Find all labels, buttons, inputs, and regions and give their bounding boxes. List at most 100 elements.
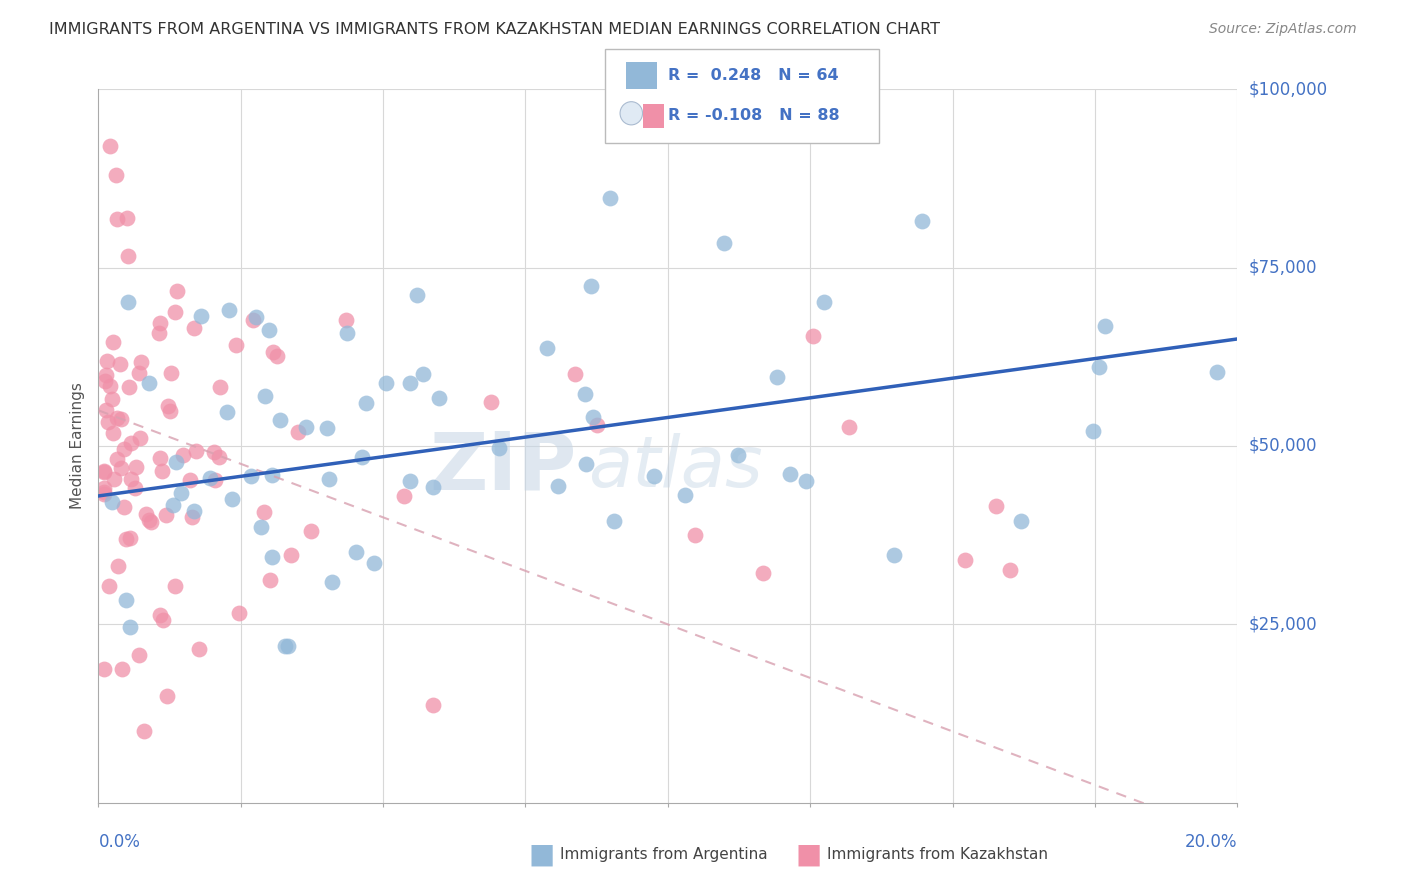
Point: [765, 370, 787, 384]
Point: [354, 396, 377, 410]
Point: [188, 642, 211, 657]
Text: 0.0%: 0.0%: [98, 833, 141, 851]
Point: [180, 510, 202, 524]
Point: [204, 445, 226, 459]
Point: [215, 404, 238, 418]
Point: [93, 484, 115, 499]
Point: [190, 309, 212, 323]
Point: [101, 335, 124, 350]
Point: [299, 524, 322, 539]
Point: [643, 468, 665, 483]
Point: [344, 545, 367, 559]
Point: [162, 498, 184, 512]
Point: [280, 548, 302, 562]
Point: [138, 376, 160, 391]
Point: [316, 421, 339, 435]
Point: [104, 168, 127, 182]
Point: [135, 507, 157, 521]
Point: [245, 310, 267, 324]
Point: [262, 344, 284, 359]
Point: [352, 450, 374, 464]
Point: [156, 689, 179, 703]
Point: [564, 367, 586, 381]
Point: [179, 473, 201, 487]
Point: [336, 326, 359, 341]
Point: [536, 341, 558, 355]
Point: [779, 467, 801, 481]
Point: [422, 480, 444, 494]
Point: [118, 531, 141, 545]
Text: R = -0.108   N = 88: R = -0.108 N = 88: [668, 108, 839, 122]
Text: Source: ZipAtlas.com: Source: ZipAtlas.com: [1209, 22, 1357, 37]
Point: [274, 639, 297, 653]
Point: [794, 474, 817, 488]
Point: [1206, 365, 1229, 379]
Point: [110, 412, 132, 426]
Point: [101, 425, 124, 440]
Point: [406, 287, 429, 301]
Point: [114, 442, 136, 457]
Point: [152, 613, 174, 627]
Point: [422, 698, 444, 712]
Point: [159, 404, 181, 418]
Text: Immigrants from Kazakhstan: Immigrants from Kazakhstan: [827, 847, 1047, 862]
Text: ■: ■: [529, 840, 554, 869]
Point: [101, 494, 124, 508]
Point: [713, 236, 735, 251]
Point: [139, 516, 162, 530]
Point: [221, 492, 243, 507]
Point: [883, 548, 905, 562]
Point: [287, 425, 309, 439]
Point: [112, 500, 135, 514]
Point: [132, 724, 155, 739]
Point: [115, 532, 138, 546]
Text: Immigrants from Argentina: Immigrants from Argentina: [560, 847, 768, 862]
Point: [752, 566, 775, 580]
Point: [228, 606, 250, 620]
Point: [321, 575, 343, 590]
Point: [94, 368, 117, 383]
Point: [129, 431, 152, 445]
Point: [398, 474, 420, 488]
Point: [94, 402, 117, 417]
Point: [673, 488, 696, 502]
Point: [984, 499, 1007, 513]
Text: $75,000: $75,000: [1249, 259, 1317, 277]
Point: [156, 400, 179, 414]
Point: [183, 504, 205, 518]
Point: [110, 461, 132, 475]
Point: [318, 472, 340, 486]
Point: [124, 481, 146, 495]
Point: [125, 459, 148, 474]
Y-axis label: Median Earnings: Median Earnings: [70, 383, 86, 509]
Text: atlas: atlas: [588, 433, 762, 502]
Point: [262, 467, 284, 482]
Point: [479, 395, 502, 409]
Point: [259, 573, 281, 587]
Point: [115, 211, 138, 225]
Point: [1081, 424, 1104, 438]
Point: [98, 139, 121, 153]
Point: [253, 388, 276, 402]
Point: [225, 338, 247, 352]
Point: [547, 479, 569, 493]
Point: [166, 284, 188, 298]
Point: [240, 469, 263, 483]
Point: [94, 374, 117, 388]
Point: [582, 410, 605, 425]
Point: [120, 436, 142, 450]
Point: [427, 391, 450, 405]
Point: [269, 413, 291, 427]
Point: [813, 295, 835, 310]
Point: [105, 451, 128, 466]
Text: $25,000: $25,000: [1249, 615, 1317, 633]
Point: [149, 316, 172, 330]
Point: [101, 392, 124, 406]
Point: [118, 619, 141, 633]
Point: [260, 549, 283, 564]
Point: [163, 305, 186, 319]
Point: [108, 357, 131, 371]
Point: [93, 662, 115, 676]
Point: [277, 639, 299, 653]
Point: [93, 486, 115, 500]
